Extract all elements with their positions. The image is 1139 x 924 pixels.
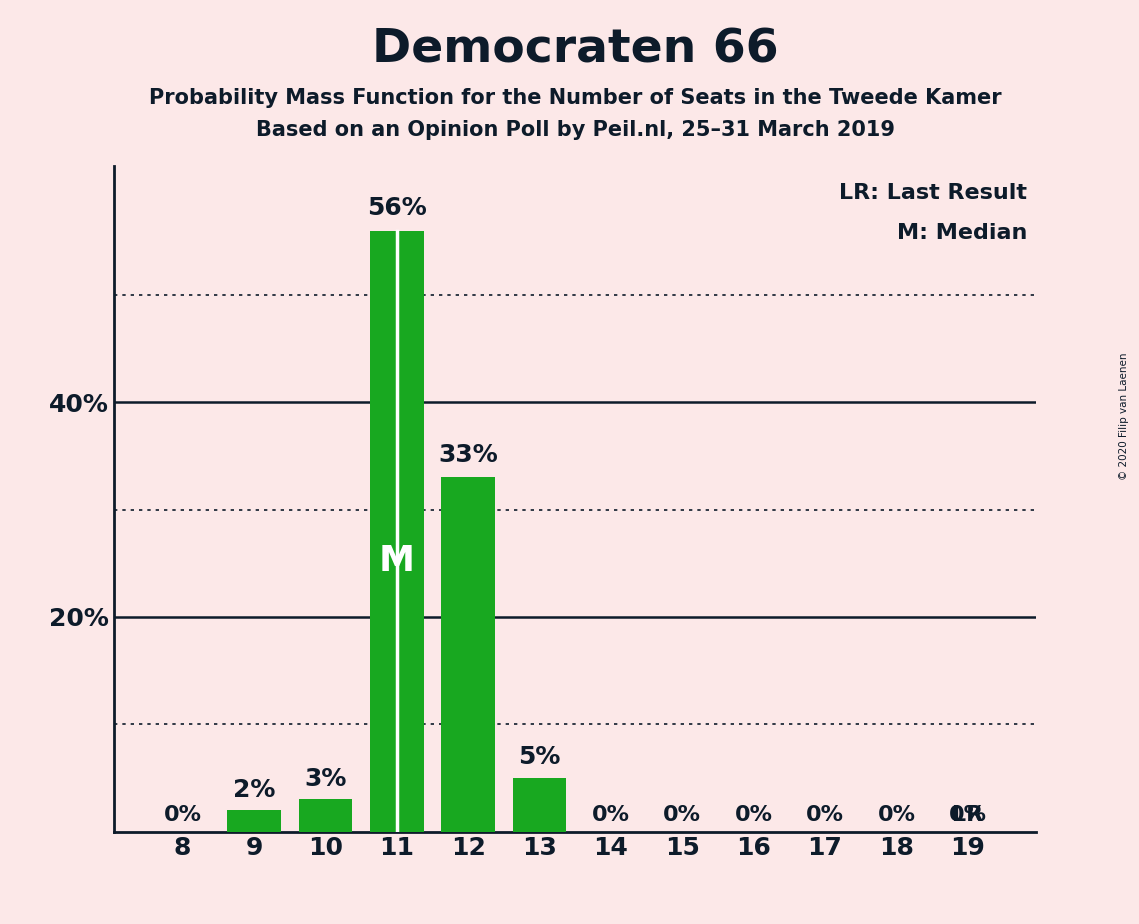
Bar	[370, 231, 424, 832]
Text: LR: LR	[952, 805, 983, 825]
Text: 2%: 2%	[232, 778, 276, 801]
Text: 0%: 0%	[877, 805, 916, 825]
Text: Based on an Opinion Poll by Peil.nl, 25–31 March 2019: Based on an Opinion Poll by Peil.nl, 25–…	[255, 120, 895, 140]
Bar	[298, 799, 352, 832]
Text: LR: Last Result: LR: Last Result	[839, 183, 1027, 203]
Text: Probability Mass Function for the Number of Seats in the Tweede Kamer: Probability Mass Function for the Number…	[149, 88, 1001, 108]
Text: 0%: 0%	[164, 805, 202, 825]
Text: M: M	[379, 544, 415, 578]
Text: 0%: 0%	[806, 805, 844, 825]
Text: 33%: 33%	[439, 443, 498, 467]
Text: 56%: 56%	[367, 196, 427, 220]
Text: 0%: 0%	[735, 805, 772, 825]
Text: 0%: 0%	[949, 805, 986, 825]
Text: M: Median: M: Median	[896, 223, 1027, 243]
Text: 0%: 0%	[663, 805, 702, 825]
Bar	[513, 778, 566, 832]
Bar	[441, 478, 494, 832]
Bar	[227, 810, 280, 832]
Text: 0%: 0%	[592, 805, 630, 825]
Text: 3%: 3%	[304, 767, 346, 791]
Text: Democraten 66: Democraten 66	[371, 28, 779, 73]
Text: 5%: 5%	[518, 746, 560, 770]
Text: © 2020 Filip van Laenen: © 2020 Filip van Laenen	[1120, 352, 1129, 480]
